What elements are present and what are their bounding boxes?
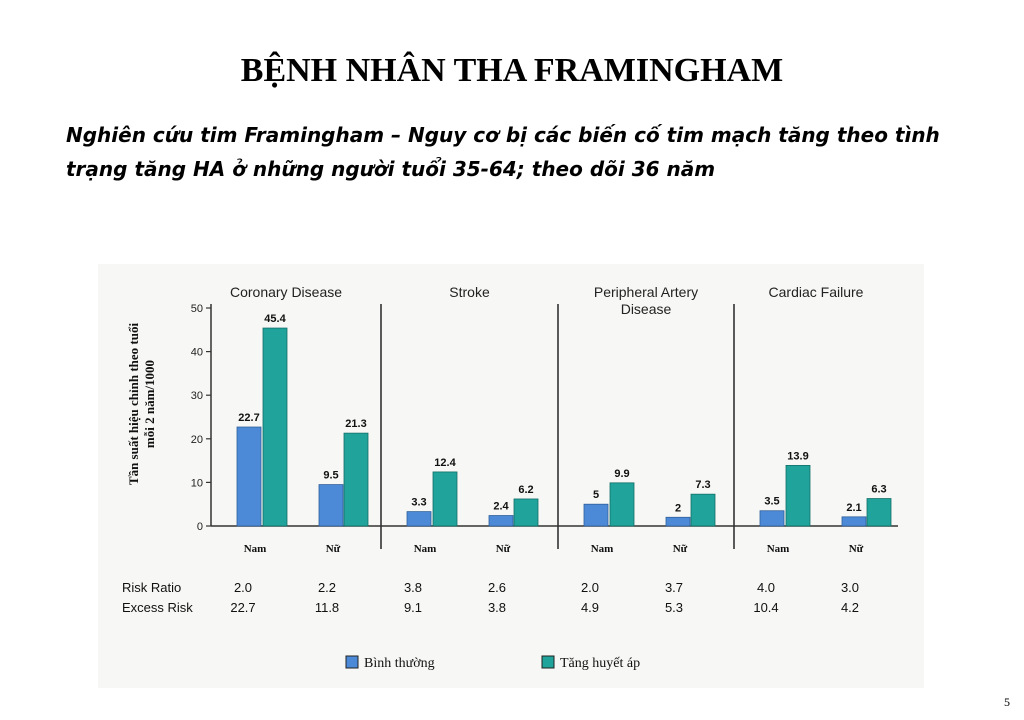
y-tick-label: 0 (197, 521, 203, 533)
bar-value-label: 21.3 (345, 418, 366, 430)
bar-hypertension (432, 471, 458, 527)
bar-hypertension (866, 498, 892, 527)
bar-value-label: 12.4 (434, 457, 456, 469)
excess-risk-value: 4.9 (581, 600, 599, 615)
bar-normal (318, 484, 344, 527)
bar-normal (583, 503, 609, 527)
bar-normal (488, 515, 514, 527)
category-label: Nữ (673, 543, 688, 555)
panel-title: Coronary Disease (230, 284, 342, 300)
bar-normal (236, 426, 262, 527)
bar-normal (841, 516, 867, 527)
category-label: Nữ (496, 543, 511, 555)
y-axis-label: mỗi 2 năm/1000 (142, 360, 157, 448)
bar-value-label: 2.1 (846, 502, 861, 514)
bar-value-label: 2.4 (493, 501, 509, 513)
bar-value-label: 5 (593, 489, 599, 501)
risk-ratio-value: 4.0 (757, 580, 775, 595)
excess-risk-value: 10.4 (753, 600, 778, 615)
bar-value-label: 13.9 (787, 450, 808, 462)
slide-subtitle: Nghiên cứu tim Framingham – Nguy cơ bị c… (66, 123, 940, 181)
slide-number: 5 (1004, 695, 1010, 709)
bar-normal (759, 510, 785, 527)
bar-normal (665, 516, 691, 527)
y-tick-label: 30 (191, 390, 203, 402)
risk-ratio-value: 3.7 (665, 580, 683, 595)
category-label: Nam (414, 543, 437, 555)
bar-hypertension (785, 464, 811, 527)
excess-risk-value: 4.2 (841, 600, 859, 615)
category-label: Nam (591, 543, 614, 555)
bar-value-label: 7.3 (695, 479, 710, 491)
panel-title: Disease (621, 301, 672, 317)
excess-risk-value: 5.3 (665, 600, 683, 615)
excess-risk-value: 11.8 (315, 600, 339, 615)
risk-ratio-label: Risk Ratio (122, 580, 181, 595)
bar-hypertension (343, 432, 369, 527)
excess-risk-value: 22.7 (230, 600, 255, 615)
bar-hypertension (262, 327, 288, 527)
risk-ratio-value: 3.0 (841, 580, 859, 595)
bar-hypertension (690, 493, 716, 527)
y-tick-label: 40 (191, 347, 203, 359)
y-tick-label: 50 (191, 303, 203, 315)
bar-value-label: 3.5 (764, 496, 779, 508)
risk-ratio-value: 2.0 (234, 580, 252, 595)
legend-label: Tăng huyết áp (560, 656, 640, 671)
bar-value-label: 2 (675, 502, 681, 514)
excess-risk-label: Excess Risk (122, 600, 193, 615)
bar-value-label: 6.2 (518, 484, 533, 496)
category-label: Nữ (849, 543, 864, 555)
category-label: Nam (244, 543, 267, 555)
bar-hypertension (513, 498, 539, 527)
bar-value-label: 45.4 (264, 313, 286, 325)
excess-risk-value: 9.1 (404, 600, 422, 615)
risk-ratio-value: 2.6 (488, 580, 506, 595)
bar-value-label: 6.3 (871, 484, 886, 496)
bar-value-label: 9.5 (323, 470, 338, 482)
excess-risk-value: 3.8 (488, 600, 506, 615)
risk-ratio-value: 2.2 (318, 580, 336, 595)
panel-title: Peripheral Artery (594, 284, 698, 300)
bar-hypertension (609, 482, 635, 527)
risk-ratio-value: 2.0 (581, 580, 599, 595)
bar-chart: Tần suất hiệu chỉnh theo tuổi mỗi 2 năm/1… (122, 284, 898, 671)
bar-value-label: 22.7 (238, 412, 259, 424)
category-label: Nam (767, 543, 790, 555)
bar-value-label: 9.9 (614, 468, 629, 480)
legend-label: Bình thường (364, 656, 435, 671)
panel-title: Stroke (449, 284, 490, 300)
legend-swatch (541, 655, 555, 669)
y-tick-label: 20 (191, 434, 203, 446)
legend-swatch (345, 655, 359, 669)
y-tick-label: 10 (191, 477, 203, 489)
slide-title: BỆNH NHÂN THA FRAMINGHAM (240, 52, 784, 89)
panel-title: Cardiac Failure (769, 284, 864, 300)
chart-container: Tần suất hiệu chỉnh theo tuổi mỗi 2 năm/1… (98, 264, 924, 688)
bar-normal (406, 511, 432, 527)
bar-value-label: 3.3 (411, 497, 426, 509)
y-axis-label: Tần suất hiệu chỉnh theo tuổi (126, 323, 141, 486)
risk-ratio-value: 3.8 (404, 580, 422, 595)
category-label: Nữ (326, 543, 341, 555)
